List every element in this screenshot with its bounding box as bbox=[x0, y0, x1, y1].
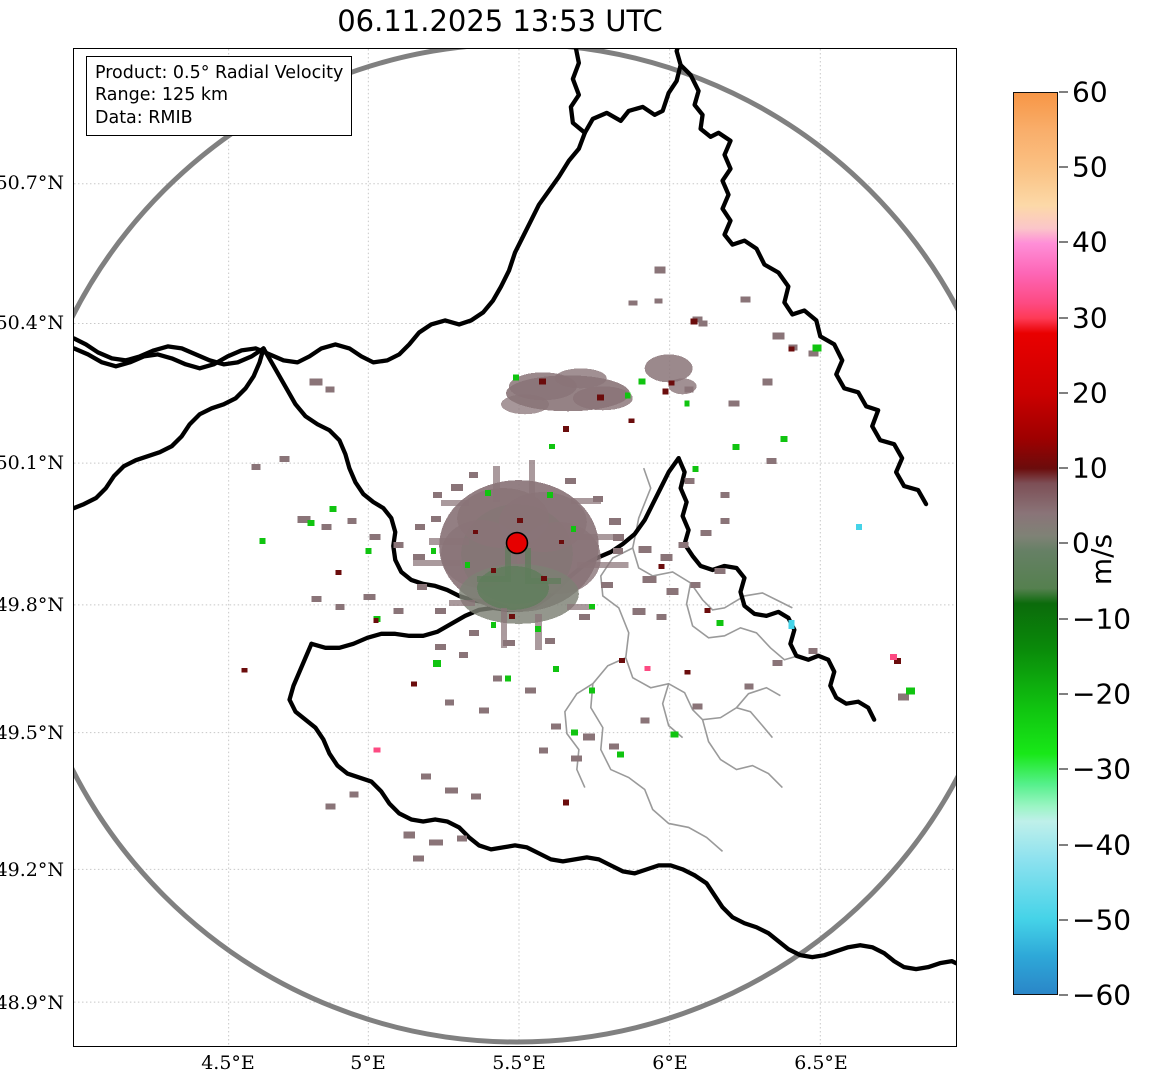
colorbar-tick-2 bbox=[1059, 241, 1068, 243]
colorbar-label-7: −10 bbox=[1072, 602, 1132, 636]
info-product: Product: 0.5° Radial Velocity bbox=[95, 63, 344, 83]
colorbar-axis-label: m/s bbox=[1085, 533, 1118, 586]
xtick-label-2: 5.5°E bbox=[492, 1052, 546, 1074]
colorbar-label-6: 0 bbox=[1072, 526, 1090, 560]
xtick-label-3: 6°E bbox=[652, 1052, 688, 1074]
echo-scattered-patches bbox=[251, 266, 910, 862]
colorbar-label-5: 10 bbox=[1072, 451, 1108, 485]
info-box: Product: 0.5° Radial Velocity Range: 125… bbox=[86, 56, 353, 137]
ytick-label-2: 50.1°N bbox=[0, 452, 64, 474]
colorbar-label-2: 40 bbox=[1072, 225, 1108, 259]
colorbar-label-11: −50 bbox=[1072, 903, 1132, 937]
ytick-label-3: 49.8°N bbox=[0, 594, 64, 616]
radar-map-svg bbox=[74, 49, 956, 1046]
echo-scattered-cyan bbox=[788, 524, 863, 629]
colorbar-label-12: −60 bbox=[1072, 978, 1132, 1012]
colorbar-tick-11 bbox=[1059, 919, 1068, 921]
province-boundaries bbox=[564, 467, 799, 852]
colorbar-tick-12 bbox=[1059, 994, 1068, 996]
colorbar-tick-8 bbox=[1059, 693, 1068, 695]
colorbar-tick-10 bbox=[1059, 844, 1068, 846]
info-range: Range: 125 km bbox=[95, 85, 229, 106]
country-borders bbox=[74, 49, 956, 972]
radar-echo-layer bbox=[241, 266, 916, 862]
colorbar-tick-0 bbox=[1059, 91, 1068, 93]
page-title: 06.11.2025 13:53 UTC bbox=[337, 4, 663, 38]
xtick-label-4: 6.5°E bbox=[794, 1052, 848, 1074]
map-gridlines bbox=[74, 49, 956, 1046]
colorbar-tick-9 bbox=[1059, 768, 1068, 770]
colorbar-tick-4 bbox=[1059, 392, 1068, 394]
colorbar-label-10: −40 bbox=[1072, 828, 1132, 862]
colorbar-tick-7 bbox=[1059, 618, 1068, 620]
colorbar-tick-3 bbox=[1059, 317, 1068, 319]
ytick-label-5: 49.2°N bbox=[0, 859, 64, 881]
colorbar-label-8: −20 bbox=[1072, 677, 1132, 711]
colorbar-label-9: −30 bbox=[1072, 752, 1132, 786]
echo-cluster-main bbox=[413, 460, 629, 650]
echo-cluster-north bbox=[501, 354, 697, 450]
colorbar-tick-5 bbox=[1059, 467, 1068, 469]
colorbar-gradient bbox=[1014, 93, 1057, 994]
echo-scattered-pink bbox=[373, 653, 898, 753]
ytick-label-1: 50.4°N bbox=[0, 312, 64, 334]
colorbar-tick-6 bbox=[1059, 542, 1068, 544]
ytick-label-6: 48.9°N bbox=[0, 992, 64, 1014]
ytick-label-0: 50.7°N bbox=[0, 172, 64, 194]
colorbar-label-0: 60 bbox=[1072, 75, 1108, 109]
info-data: Data: RMIB bbox=[95, 107, 193, 128]
echo-scattered-darkred bbox=[241, 318, 902, 806]
colorbar-tick-1 bbox=[1059, 166, 1068, 168]
radar-map-panel bbox=[73, 48, 957, 1047]
colorbar-label-3: 30 bbox=[1072, 301, 1108, 335]
colorbar-label-4: 20 bbox=[1072, 376, 1108, 410]
ytick-label-4: 49.5°N bbox=[0, 722, 64, 744]
range-ring-125km bbox=[74, 49, 956, 1045]
xtick-label-0: 4.5°E bbox=[201, 1052, 255, 1074]
radar-site-marker bbox=[505, 531, 529, 555]
colorbar bbox=[1013, 92, 1058, 995]
xtick-label-1: 5°E bbox=[350, 1052, 386, 1074]
colorbar-label-1: 50 bbox=[1072, 150, 1108, 184]
